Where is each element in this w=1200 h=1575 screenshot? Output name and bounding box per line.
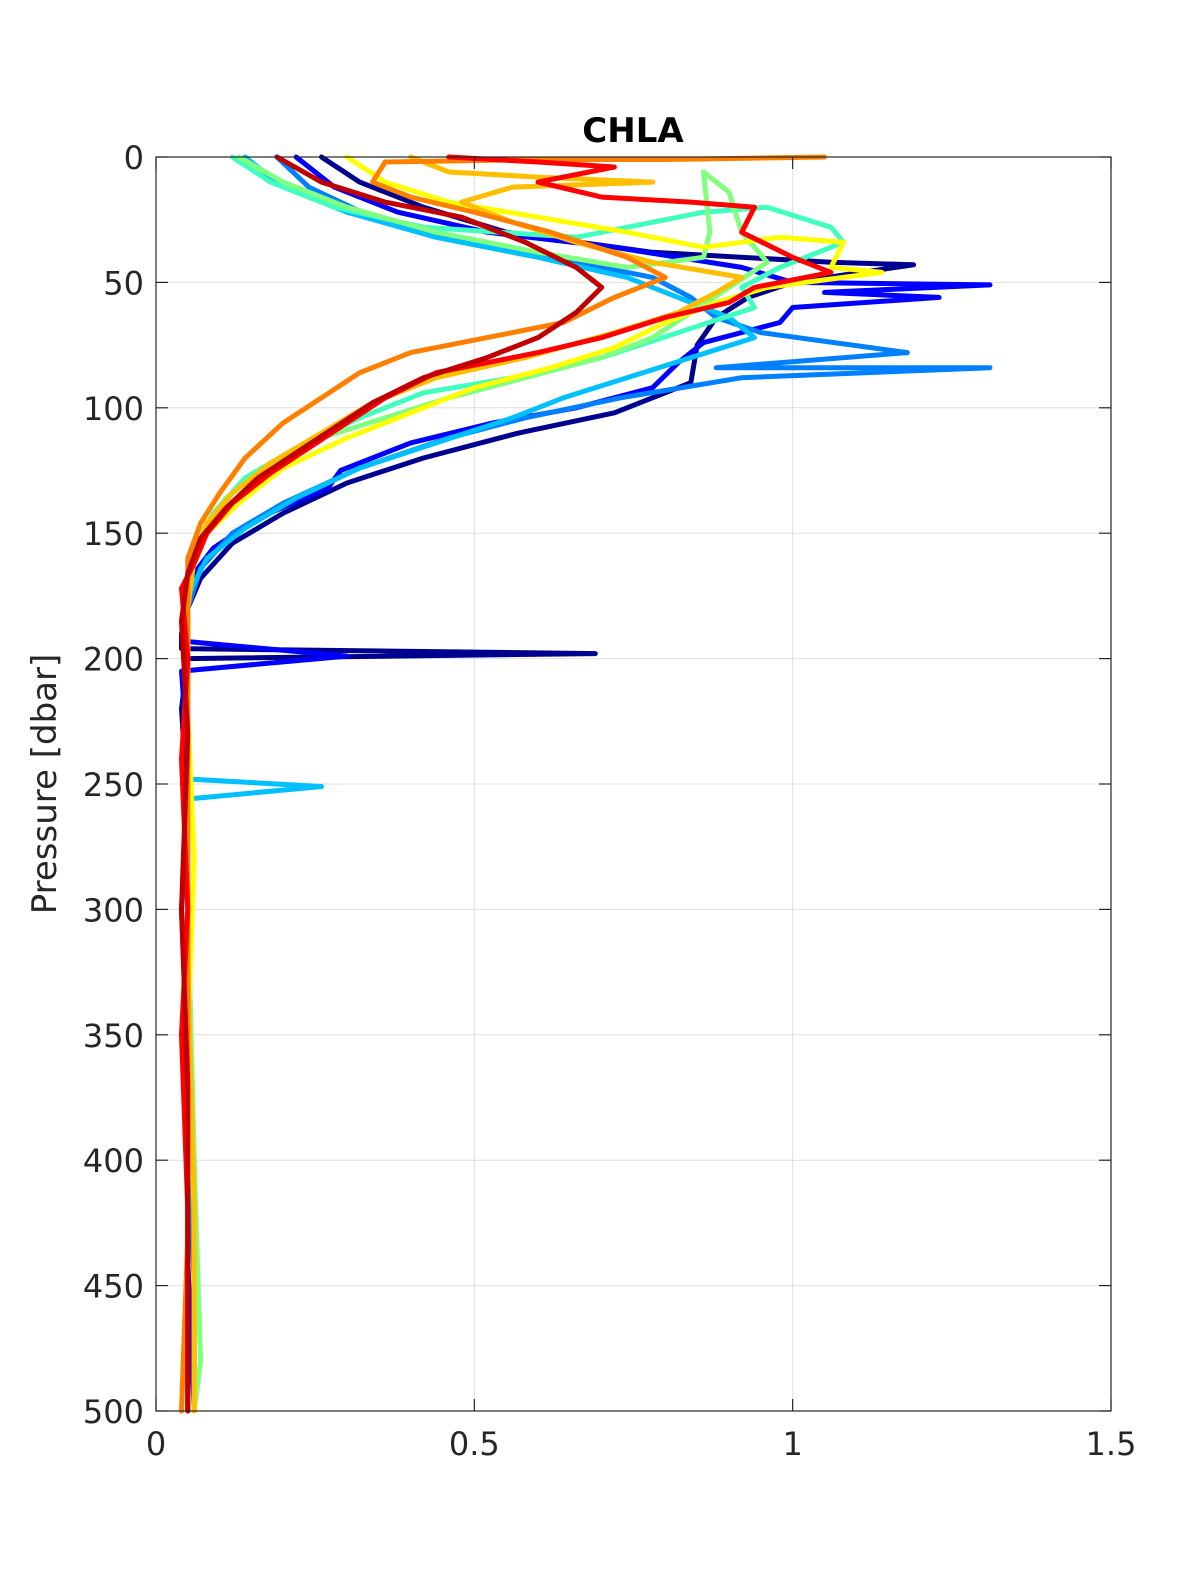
x-tick-labels: 0 0.5 1 1.5	[146, 1425, 1137, 1463]
x-tick-label: 1.5	[1086, 1425, 1137, 1463]
y-tick-label: 350	[83, 1017, 144, 1055]
chart-title: CHLA	[582, 111, 684, 151]
tick-marks	[155, 156, 1112, 1412]
profile-line-10	[179, 154, 834, 1414]
x-tick-label: 0	[146, 1425, 166, 1463]
y-axis-label: Pressure [dbar]	[25, 654, 65, 915]
profile-line-11	[179, 154, 605, 1414]
x-tick-label: 1	[782, 1425, 802, 1463]
y-tick-label: 500	[83, 1393, 144, 1431]
series-group	[179, 154, 993, 1414]
y-tick-label: 50	[103, 264, 144, 302]
y-tick-label: 450	[83, 1268, 144, 1306]
x-tick-label: 0.5	[449, 1425, 500, 1463]
y-tick-label: 250	[83, 766, 144, 804]
y-tick-label: 300	[83, 891, 144, 929]
y-tick-label: 400	[83, 1142, 144, 1180]
y-tick-label: 100	[83, 390, 144, 428]
y-tick-labels: 0 50 100 150 200 250 300 350 400 450 500	[83, 139, 144, 1431]
y-tick-label: 0	[124, 139, 144, 177]
y-tick-label: 150	[83, 515, 144, 553]
y-tick-label: 200	[83, 641, 144, 679]
